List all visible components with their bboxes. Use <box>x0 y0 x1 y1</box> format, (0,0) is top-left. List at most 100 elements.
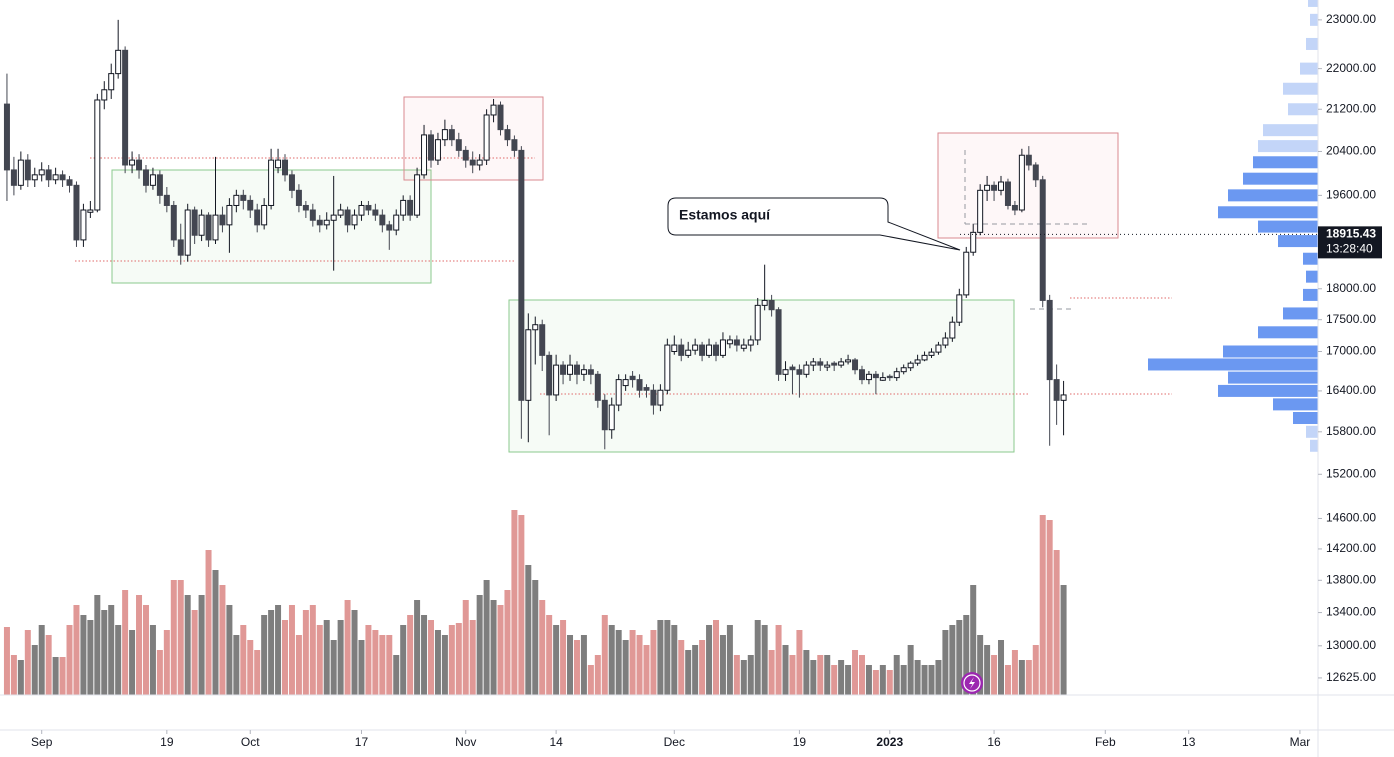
candle-body <box>650 389 657 406</box>
volume-bar <box>567 635 574 695</box>
candle-body <box>900 367 907 373</box>
volume-bar <box>1060 585 1067 695</box>
volume-bar <box>108 605 115 695</box>
candle-body <box>414 174 421 216</box>
candle-body <box>789 366 796 371</box>
volume-bar <box>671 625 678 695</box>
profile-row <box>1243 172 1318 185</box>
volume-bar <box>733 655 740 695</box>
candle-body <box>288 174 295 191</box>
volume-bar <box>810 660 817 695</box>
candle-body <box>921 354 928 361</box>
last-price-box <box>1318 226 1382 259</box>
candle-body <box>886 375 893 379</box>
volume-bar <box>205 550 212 695</box>
volume-bar <box>323 620 330 695</box>
volume-bar <box>907 645 914 695</box>
volume-bar <box>657 620 664 695</box>
candle-body <box>268 159 275 206</box>
y-tick-label: 23000.00 <box>1326 12 1376 26</box>
candle-body <box>1039 179 1046 301</box>
volume-bar <box>879 665 886 695</box>
candle-body <box>275 159 282 169</box>
volume-bar <box>629 630 636 695</box>
volume-bar <box>587 665 594 695</box>
candle-body <box>803 364 810 375</box>
volume-bar <box>129 630 136 695</box>
volume-bar <box>886 670 893 695</box>
volume-bar <box>699 640 706 695</box>
candle-body <box>45 169 52 181</box>
volume-bar <box>379 635 386 695</box>
candle-body <box>810 361 817 366</box>
volume-bar <box>1018 660 1025 695</box>
candle-body <box>532 324 539 331</box>
volume-bar <box>726 625 733 695</box>
volume-bar <box>10 655 17 695</box>
volume-bar <box>73 605 80 695</box>
volume-bar <box>643 645 650 695</box>
volume-bar <box>754 620 761 695</box>
candle-body <box>587 369 594 375</box>
volume-bar <box>518 515 525 695</box>
volume-bar <box>872 670 879 695</box>
volume-bar <box>386 635 393 695</box>
volume-bar <box>337 620 344 695</box>
volume-bar <box>789 655 796 695</box>
profile-row <box>1258 140 1318 153</box>
volume-bar <box>949 625 956 695</box>
volume-bar <box>546 615 553 695</box>
profile-row <box>1283 307 1318 320</box>
candle-body <box>330 214 337 221</box>
volume-bar <box>824 655 831 695</box>
y-tick-label: 21200.00 <box>1326 101 1376 115</box>
axes: 23000.00 22000.00 21200.00 20400.00 19600.00… <box>31 12 1382 749</box>
volume-bar <box>393 655 400 695</box>
candle-body <box>59 174 66 181</box>
candle-body <box>400 199 407 216</box>
candle-body <box>1011 204 1018 211</box>
profile-row <box>1288 103 1318 116</box>
candle-body <box>490 104 497 116</box>
candle-body <box>1046 299 1053 381</box>
volume-bar <box>852 650 859 695</box>
range-box <box>937 132 1119 239</box>
candle-body <box>831 362 838 366</box>
y-tick-label: 14600.00 <box>1326 511 1376 525</box>
volume-bar <box>553 625 560 695</box>
volume-bar <box>650 630 657 695</box>
volume-bar <box>838 660 845 695</box>
candle-body <box>94 99 101 211</box>
volume-bar <box>1053 550 1060 695</box>
volume-bar <box>330 640 337 695</box>
candle-body <box>775 309 782 375</box>
candle-body <box>845 359 852 363</box>
candle-body <box>149 174 156 186</box>
candle-body <box>122 49 129 166</box>
candle-body <box>984 184 991 191</box>
y-tick-label: 13000.00 <box>1326 638 1376 652</box>
profile-row <box>1258 220 1318 233</box>
volume-bar <box>970 585 977 695</box>
candle-body <box>476 159 483 166</box>
candle-body <box>358 204 365 216</box>
candle-body <box>879 377 886 381</box>
volume-bar <box>31 645 38 695</box>
volume-bar <box>191 610 198 695</box>
volume-bar <box>198 595 205 695</box>
volume-bar <box>497 605 504 695</box>
candle-body <box>309 209 316 221</box>
volume-bar <box>136 595 143 695</box>
candle-body <box>573 364 580 375</box>
volume-bar <box>1046 520 1053 695</box>
volume-bar <box>991 655 998 695</box>
volume-bar <box>768 650 775 695</box>
volume-bar <box>38 625 45 695</box>
x-tick-label: 19 <box>793 735 807 749</box>
candle-body <box>838 361 845 366</box>
candle-body <box>386 224 393 231</box>
candle-body <box>52 174 59 181</box>
volume-bar <box>977 635 984 695</box>
volume-bar <box>309 605 316 695</box>
